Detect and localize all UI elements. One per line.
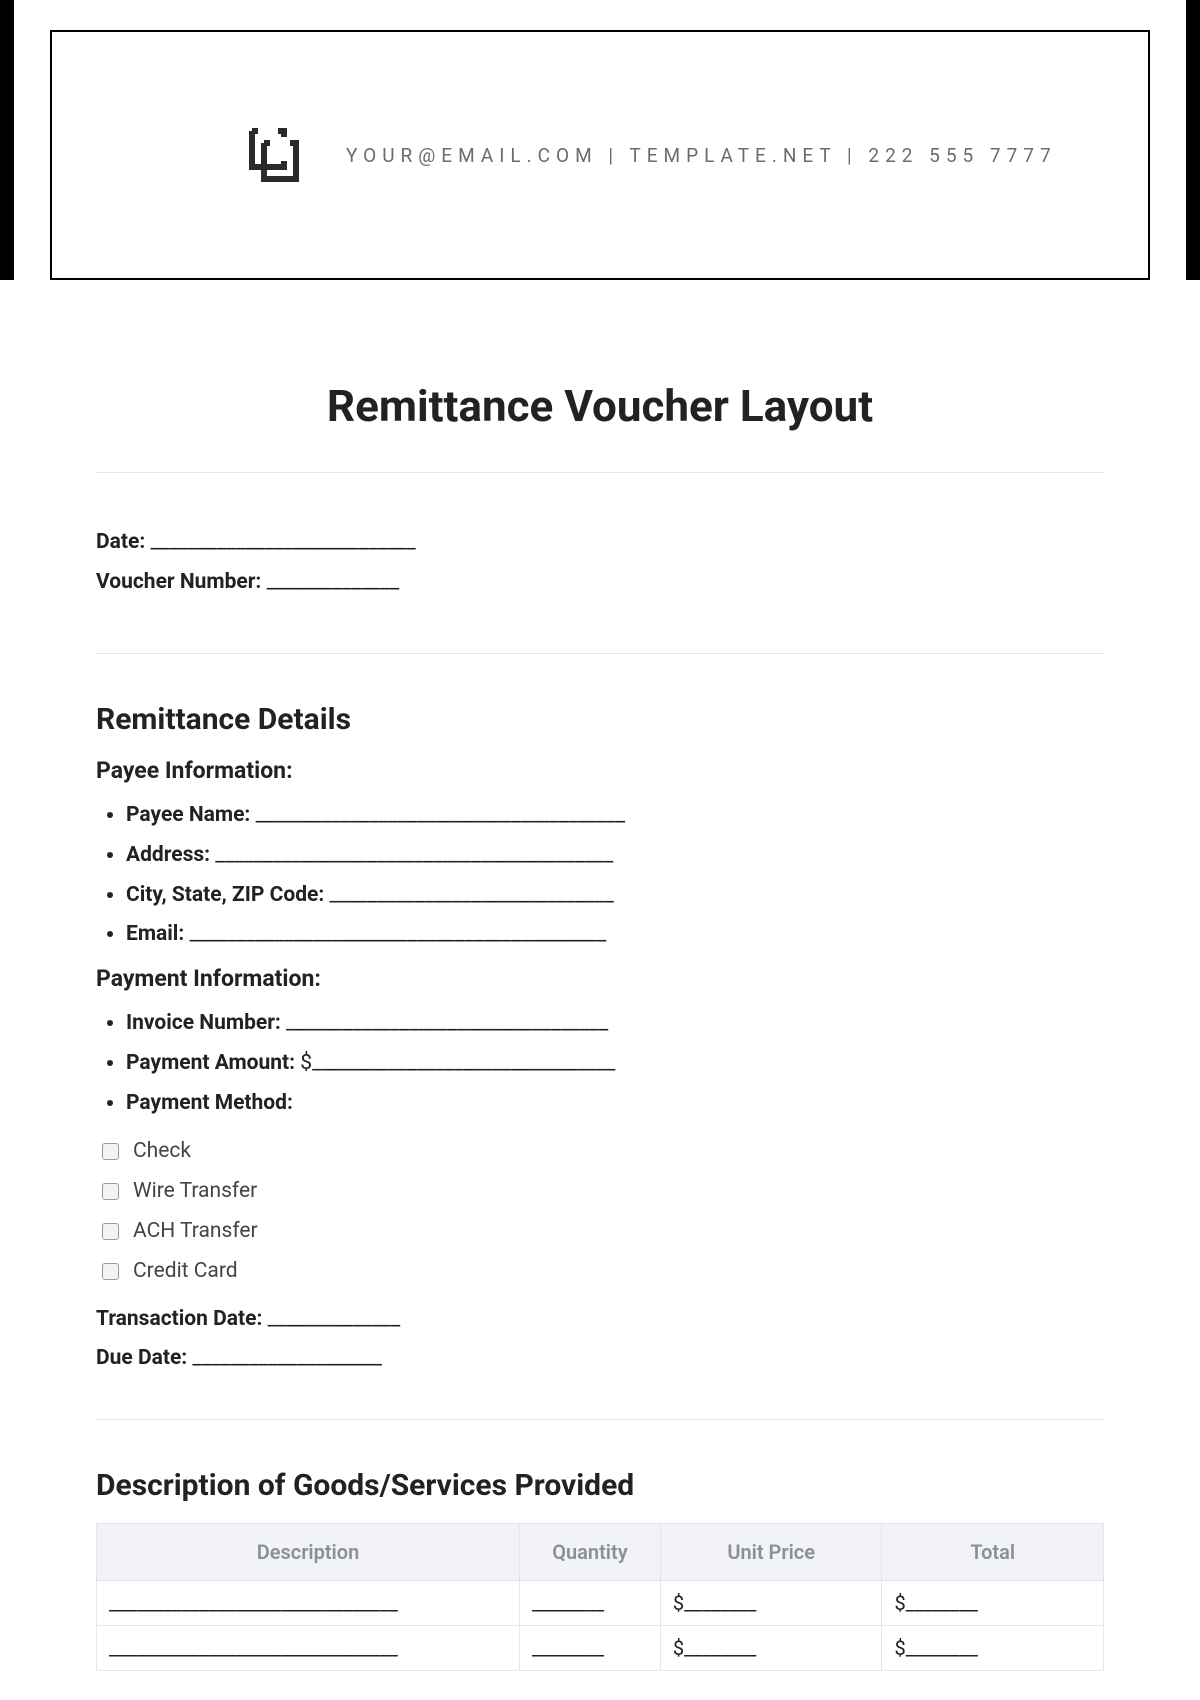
voucher-label: Voucher Number:	[96, 570, 261, 594]
divider	[96, 1419, 1104, 1420]
page: YOUR@EMAIL.COM | TEMPLATE.NET | 222 555 …	[0, 0, 1200, 1700]
payee-list: Payee Name: ____________________________…	[96, 796, 1104, 956]
cell-total: $________	[882, 1581, 1104, 1626]
cell-total: $________	[882, 1626, 1104, 1671]
table-row: ________________________________ _______…	[97, 1626, 1104, 1671]
item-label: Invoice Number:	[126, 1011, 281, 1035]
goods-table: Description Quantity Unit Price Total __…	[96, 1523, 1104, 1671]
decor-bar-right	[1186, 0, 1200, 280]
due-date-blank: ____________________	[187, 1346, 382, 1370]
checkbox-icon[interactable]	[102, 1263, 119, 1280]
content: Remittance Voucher Layout Date: ________…	[96, 320, 1104, 1671]
payee-heading: Payee Information:	[96, 757, 1104, 784]
voucher-line: Voucher Number: ______________	[96, 563, 1104, 603]
cell-quantity: ________	[519, 1626, 660, 1671]
date-line: Date: ____________________________	[96, 523, 1104, 563]
divider	[96, 472, 1104, 473]
method-label: ACH Transfer	[133, 1212, 258, 1252]
item-label: Address:	[126, 843, 210, 867]
method-option[interactable]: Credit Card	[102, 1252, 1104, 1292]
list-item: Payment Method:	[126, 1084, 1104, 1124]
decor-bar-left	[0, 0, 14, 280]
list-item: City, State, ZIP Code: _________________…	[126, 876, 1104, 916]
checkbox-icon[interactable]	[102, 1143, 119, 1160]
item-blank: ______________________________	[324, 883, 613, 907]
cell-description: ________________________________	[97, 1581, 520, 1626]
due-date-label: Due Date:	[96, 1346, 187, 1370]
list-item: Payment Amount: $_______________________…	[126, 1044, 1104, 1084]
item-label: City, State, ZIP Code:	[126, 883, 324, 907]
checkbox-icon[interactable]	[102, 1183, 119, 1200]
meta-block: Date: ____________________________ Vouch…	[96, 523, 1104, 603]
list-item: Invoice Number: ________________________…	[126, 1004, 1104, 1044]
due-date-line: Due Date: ____________________	[96, 1339, 1104, 1379]
checkbox-icon[interactable]	[102, 1223, 119, 1240]
item-blank: __________________________________	[281, 1011, 608, 1035]
transaction-date-label: Transaction Date:	[96, 1307, 262, 1331]
logo-icon	[242, 123, 306, 187]
col-quantity: Quantity	[519, 1524, 660, 1581]
list-item: Address: _______________________________…	[126, 836, 1104, 876]
header-box: YOUR@EMAIL.COM | TEMPLATE.NET | 222 555 …	[50, 30, 1150, 280]
remittance-heading: Remittance Details	[96, 702, 1104, 737]
method-label: Check	[133, 1132, 191, 1172]
method-label: Wire Transfer	[133, 1172, 257, 1212]
col-unit-price: Unit Price	[660, 1524, 882, 1581]
voucher-blank: ______________	[261, 570, 399, 594]
table-row: ________________________________ _______…	[97, 1581, 1104, 1626]
divider	[96, 653, 1104, 654]
method-option[interactable]: Wire Transfer	[102, 1172, 1104, 1212]
cell-description: ________________________________	[97, 1626, 520, 1671]
list-item: Email: _________________________________…	[126, 915, 1104, 955]
method-option[interactable]: Check	[102, 1132, 1104, 1172]
col-description: Description	[97, 1524, 520, 1581]
item-blank: $________________________________	[295, 1051, 615, 1075]
list-item: Payee Name: ____________________________…	[126, 796, 1104, 836]
item-label: Payment Amount:	[126, 1051, 295, 1075]
header-contact-line: YOUR@EMAIL.COM | TEMPLATE.NET | 222 555 …	[346, 144, 1057, 167]
transaction-date-blank: ______________	[262, 1307, 400, 1331]
table-header-row: Description Quantity Unit Price Total	[97, 1524, 1104, 1581]
cell-quantity: ________	[519, 1581, 660, 1626]
item-label: Email:	[126, 922, 184, 946]
date-blank: ____________________________	[145, 530, 416, 554]
item-blank: ________________________________________…	[210, 843, 613, 867]
cell-unit-price: $________	[660, 1581, 882, 1626]
date-label: Date:	[96, 530, 145, 554]
method-label: Credit Card	[133, 1252, 238, 1292]
item-blank: ________________________________________…	[184, 922, 606, 946]
item-label: Payee Name:	[126, 803, 250, 827]
payment-heading: Payment Information:	[96, 965, 1104, 992]
item-blank: _______________________________________	[250, 803, 625, 827]
method-option[interactable]: ACH Transfer	[102, 1212, 1104, 1252]
item-label: Payment Method:	[126, 1091, 293, 1115]
col-total: Total	[882, 1524, 1104, 1581]
payment-list: Invoice Number: ________________________…	[96, 1004, 1104, 1124]
goods-heading: Description of Goods/Services Provided	[96, 1468, 1104, 1503]
cell-unit-price: $________	[660, 1626, 882, 1671]
page-title: Remittance Voucher Layout	[96, 380, 1104, 432]
transaction-date-line: Transaction Date: ______________	[96, 1300, 1104, 1340]
